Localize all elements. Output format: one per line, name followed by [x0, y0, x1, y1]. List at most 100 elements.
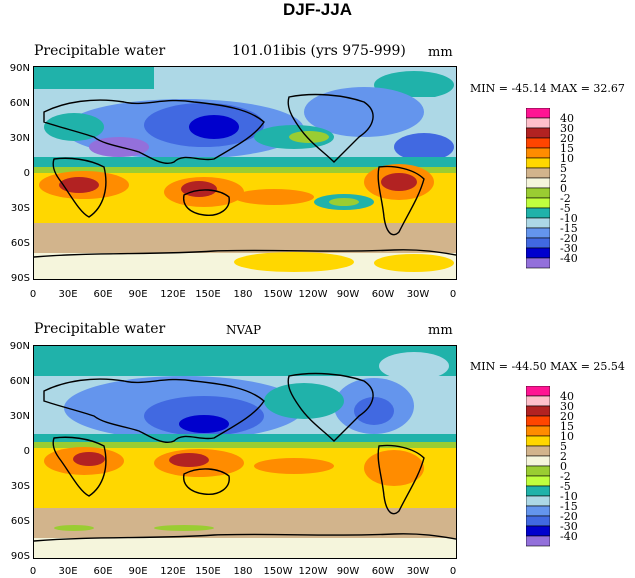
lon-label: 30W [406, 289, 430, 300]
min-label: MIN = [470, 360, 512, 373]
legend-level: 15 [560, 142, 574, 155]
legend-level: 20 [560, 410, 574, 423]
lat-label: 0 [23, 446, 30, 457]
panel-2-legend-labels: 40 30 20 15 10 5 2 0 -2 -5 -10 -15 -20 -… [560, 390, 578, 543]
legend-level: -30 [560, 242, 578, 255]
legend-level: -10 [560, 490, 578, 503]
legend-colorbar [525, 107, 551, 269]
lon-label: 150W [263, 289, 293, 300]
panel-2-legend [525, 385, 551, 554]
legend-level: 15 [560, 420, 574, 433]
max-value: 25.54 [593, 360, 625, 373]
lat-label: 30S [10, 203, 30, 214]
lat-label: 30N [9, 133, 30, 144]
legend-level: -40 [560, 252, 578, 265]
panel-1-legend-labels: 40 30 20 15 10 5 2 0 -2 -5 -10 -15 -20 -… [560, 112, 578, 265]
legend-level: -15 [560, 222, 578, 235]
panel-2-units: mm [428, 323, 453, 338]
legend-colorbar [525, 385, 551, 547]
legend-swatch [525, 107, 551, 119]
legend-level: 40 [560, 112, 574, 125]
lat-label: 30S [10, 481, 30, 492]
lon-label: 150E [195, 566, 221, 577]
lon-label: 180 [233, 566, 253, 577]
lon-label: 0 [29, 289, 37, 300]
legend-level: -5 [560, 480, 571, 493]
lon-label: 150E [195, 289, 221, 300]
legend-swatch [525, 187, 551, 199]
lon-label: 120E [160, 289, 186, 300]
lat-label: 30N [9, 411, 30, 422]
panel-1-field [34, 67, 456, 279]
lon-label: 30E [58, 289, 78, 300]
legend-swatch [525, 127, 551, 139]
lon-label: 120E [160, 566, 186, 577]
lon-label: 120W [298, 566, 328, 577]
legend-swatch [525, 207, 551, 219]
legend-level: 10 [560, 430, 574, 443]
legend-level: -30 [560, 520, 578, 533]
panel-1-title: Precipitable water [34, 43, 166, 59]
legend-level: 0 [560, 460, 567, 473]
lat-label: 60S [10, 238, 30, 249]
legend-level: 5 [560, 162, 567, 175]
legend-level: -2 [560, 192, 571, 205]
panel-1-units: mm [428, 45, 453, 60]
legend-swatch [525, 227, 551, 239]
lon-label: 0 [449, 566, 457, 577]
legend-level: -15 [560, 500, 578, 513]
lon-label: 60E [93, 566, 113, 577]
legend-swatch [525, 475, 551, 487]
legend-swatch [525, 435, 551, 447]
panel-1-subtitle: 101.01ibis (yrs 975-999) [232, 43, 406, 59]
panel-2-field [34, 346, 456, 558]
legend-level: -10 [560, 212, 578, 225]
legend-swatch [525, 197, 551, 209]
legend-swatch [525, 167, 551, 179]
lon-label: 0 [449, 289, 457, 300]
lon-label: 180 [233, 289, 253, 300]
legend-swatch [525, 455, 551, 467]
legend-swatch [525, 425, 551, 437]
legend-swatch [525, 535, 551, 547]
min-value: -45.14 [511, 82, 547, 95]
lon-label: 90W [336, 566, 360, 577]
legend-swatch [525, 465, 551, 477]
lon-label: 30W [406, 566, 430, 577]
lat-label: 60S [10, 516, 30, 527]
lon-label: 90E [128, 289, 148, 300]
lat-label: 90N [9, 63, 30, 74]
min-label: MIN = [470, 82, 512, 95]
lon-label: 0 [29, 566, 37, 577]
legend-level: 10 [560, 152, 574, 165]
legend-swatch [525, 217, 551, 229]
legend-swatch [525, 117, 551, 129]
lon-label: 90E [128, 566, 148, 577]
legend-swatch [525, 485, 551, 497]
legend-level: -40 [560, 530, 578, 543]
max-label: MAX = [550, 360, 594, 373]
panel-2-title: Precipitable water [34, 321, 166, 337]
lat-label: 60N [9, 98, 30, 109]
lon-label: 60W [371, 566, 395, 577]
legend-swatch [525, 247, 551, 259]
legend-level: -20 [560, 510, 578, 523]
legend-swatch [525, 385, 551, 397]
legend-swatch [525, 137, 551, 149]
lon-label: 30E [58, 566, 78, 577]
legend-level: -20 [560, 232, 578, 245]
legend-level: 2 [560, 172, 567, 185]
legend-swatch [525, 515, 551, 527]
panel-2-minmax: MIN = -44.50 MAX = 25.54 [470, 360, 625, 373]
max-label: MAX = [550, 82, 594, 95]
legend-level: 0 [560, 182, 567, 195]
legend-level: 20 [560, 132, 574, 145]
legend-level: 2 [560, 450, 567, 463]
panel-1-map [33, 66, 457, 280]
legend-level: -2 [560, 470, 571, 483]
lat-label: 90N [9, 341, 30, 352]
panel-2-map [33, 345, 457, 559]
lon-label: 120W [298, 289, 328, 300]
legend-swatch [525, 445, 551, 457]
legend-level: 40 [560, 390, 574, 403]
